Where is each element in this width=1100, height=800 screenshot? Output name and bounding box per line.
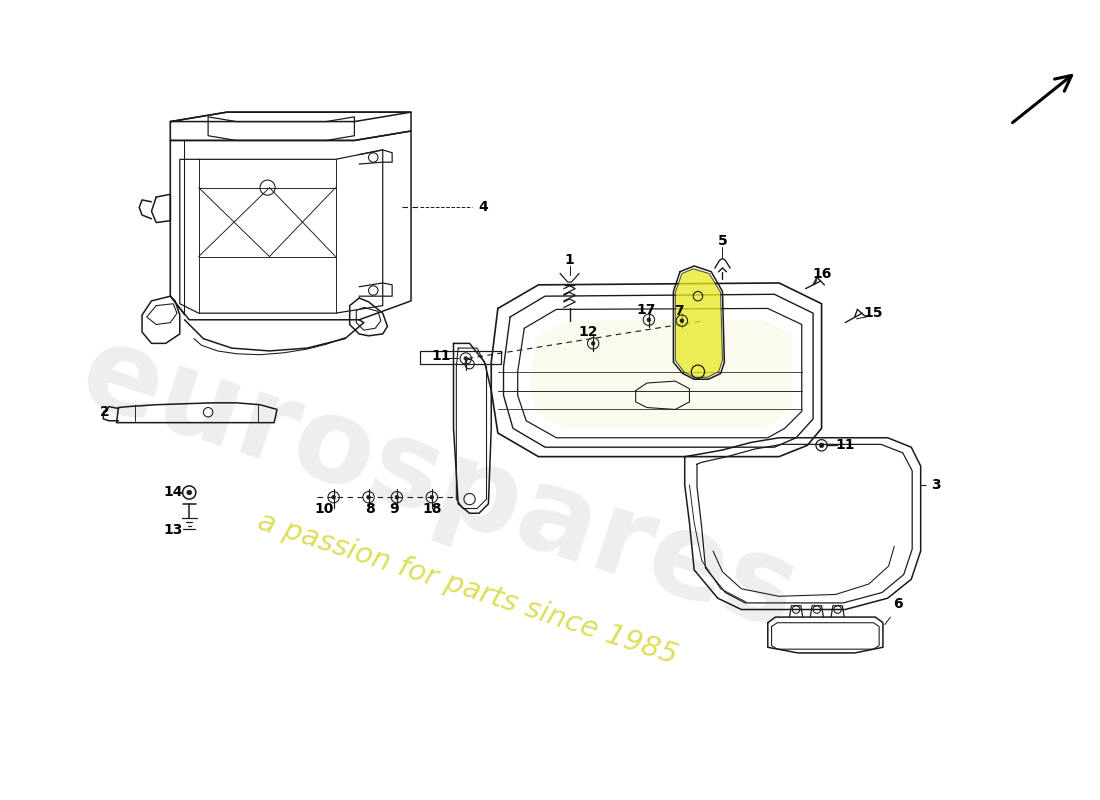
Text: 1: 1 <box>564 254 574 267</box>
Circle shape <box>366 495 371 499</box>
Circle shape <box>187 490 191 495</box>
Text: eurospares: eurospares <box>67 315 812 655</box>
Text: 16: 16 <box>813 266 833 281</box>
Circle shape <box>647 318 651 322</box>
Text: 11: 11 <box>835 438 855 452</box>
Text: 5: 5 <box>717 234 727 249</box>
Circle shape <box>332 495 336 499</box>
Text: 6: 6 <box>893 597 903 611</box>
Text: 2: 2 <box>100 406 110 419</box>
Circle shape <box>592 342 595 346</box>
Circle shape <box>430 495 433 499</box>
Text: 7: 7 <box>674 304 684 318</box>
Text: a passion for parts since 1985: a passion for parts since 1985 <box>254 507 681 670</box>
Text: 17: 17 <box>636 303 656 318</box>
Circle shape <box>820 443 824 448</box>
Circle shape <box>395 495 399 499</box>
Circle shape <box>680 319 684 322</box>
Text: 10: 10 <box>315 502 334 517</box>
Text: 3: 3 <box>931 478 940 492</box>
Text: 11: 11 <box>431 349 451 362</box>
Text: 9: 9 <box>389 502 399 517</box>
Text: 8: 8 <box>364 502 374 517</box>
Text: 12: 12 <box>579 325 598 339</box>
Text: 13: 13 <box>164 523 183 538</box>
Circle shape <box>464 357 468 360</box>
Text: 18: 18 <box>422 502 441 517</box>
Polygon shape <box>675 269 723 378</box>
Polygon shape <box>531 320 792 428</box>
Text: 15: 15 <box>864 306 883 320</box>
Text: 14: 14 <box>164 486 183 499</box>
Text: 4: 4 <box>478 201 488 214</box>
